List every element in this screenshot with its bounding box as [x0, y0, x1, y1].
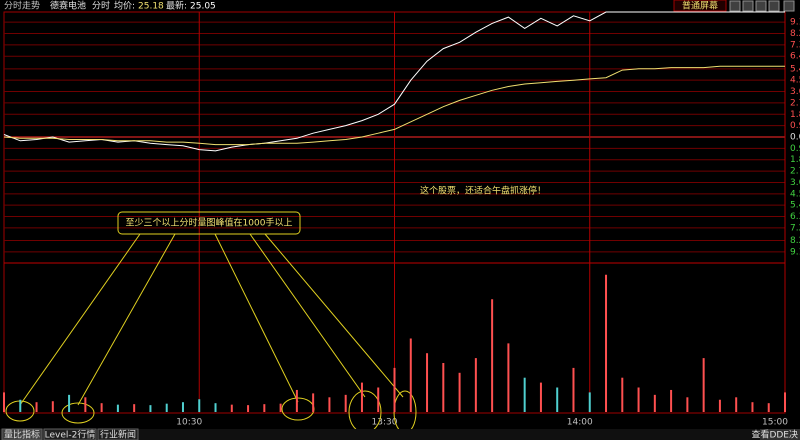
callout-line — [19, 233, 141, 406]
y-tick-label: 3.6 — [790, 178, 800, 188]
y-tick-label: 2.7 — [790, 167, 800, 177]
y-tick-label: 4.5 — [790, 76, 800, 86]
y-tick-label: 0.9 — [790, 121, 800, 131]
x-tick-label: 10:30 — [176, 418, 202, 428]
y-tick-label: 0.9 — [790, 144, 800, 154]
x-tick-label: 15:00 — [762, 418, 788, 428]
dde-button[interactable] — [760, 429, 800, 440]
y-tick-label: 5.4 — [790, 64, 800, 74]
tab[interactable] — [43, 428, 97, 440]
icon[interactable] — [768, 0, 780, 12]
icon[interactable] — [783, 0, 795, 12]
series-line — [3, 65, 785, 146]
callout-line — [249, 233, 366, 398]
avg-label: 均价: — [114, 0, 135, 12]
y-tick-label: 7.2 — [790, 223, 800, 233]
y-tick-label: 9.1 — [790, 18, 800, 28]
screen-button-label[interactable]: 普通屏幕 — [682, 0, 718, 12]
tabs: 量比指标 Level-2行情 行业新闻 — [1, 428, 139, 440]
y-tick-label: 5.4 — [790, 201, 800, 211]
callout-line — [214, 233, 299, 403]
annotation: 至少三个以上分时量图峰值在1000手以上 — [126, 217, 293, 229]
callout-line — [264, 233, 404, 398]
y-tick-label: 6.3 — [790, 212, 800, 222]
last-value: 25.05 — [190, 2, 216, 12]
y-tick-label: 9.1 — [790, 247, 800, 257]
panel-title: 分时走势 — [4, 0, 40, 12]
y-tick-label: 8.2 — [790, 29, 800, 39]
y-tick-label: 8.2 — [790, 236, 800, 246]
tab-bar — [0, 429, 800, 440]
screen-button[interactable] — [673, 0, 727, 12]
tab[interactable] — [1, 428, 43, 440]
callout-line — [77, 233, 176, 406]
icon[interactable] — [742, 0, 754, 12]
y-tick-label: 0.00 — [790, 133, 800, 143]
icon[interactable] — [755, 0, 767, 12]
dde-button-label[interactable]: 查看DDE决 — [751, 429, 798, 440]
y-tick-label: 1.8 — [790, 110, 800, 120]
tab[interactable] — [97, 428, 139, 440]
x-tick-label: 13:30 — [372, 418, 398, 428]
x-tick-label: 14:00 — [567, 418, 593, 428]
tab-label[interactable]: Level-2行情 — [45, 429, 96, 440]
icon[interactable] — [729, 0, 741, 12]
tab-label[interactable]: 量比指标 — [4, 429, 40, 440]
annotation: 这个股票，还适合午盘抓涨停！ — [420, 185, 546, 197]
y-tick-label: 6.4 — [790, 52, 800, 62]
y-tick-label: 2.7 — [790, 98, 800, 108]
marks: 9.18.27.36.45.44.53.62.71.80.90.000.91.8… — [3, 11, 800, 434]
y-tick-label: 3.6 — [790, 87, 800, 97]
y-tick-label: 1.8 — [790, 155, 800, 165]
annotation-box — [117, 211, 301, 235]
y-tick-label: 4.5 — [790, 189, 800, 199]
tab-label[interactable]: 行业新闻 — [100, 429, 136, 440]
callout-ellipse — [61, 402, 95, 424]
mode: 分时 — [92, 0, 110, 12]
last-label: 最新: — [166, 0, 187, 12]
y-tick-label: 7.3 — [790, 40, 800, 50]
avg-value: 25.18 — [138, 2, 164, 12]
stock-name: 德赛电池 — [50, 0, 86, 12]
